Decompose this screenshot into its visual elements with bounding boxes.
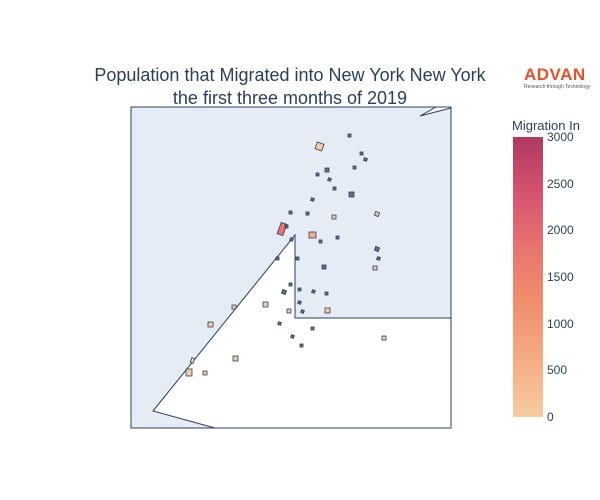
zip-area-45[interactable] bbox=[189, 357, 196, 364]
zip-area-16[interactable] bbox=[284, 224, 289, 229]
zip-area-19[interactable] bbox=[335, 235, 340, 240]
zip-area-27[interactable] bbox=[280, 288, 288, 296]
zip-area-44[interactable] bbox=[232, 355, 239, 362]
zip-area-1[interactable] bbox=[347, 133, 352, 138]
zip-area-18[interactable] bbox=[289, 237, 294, 242]
zip-area-41[interactable] bbox=[381, 335, 387, 341]
zip-area-11[interactable] bbox=[331, 214, 337, 220]
zip-area-42[interactable] bbox=[290, 334, 295, 339]
colorbar-tick-0: 0 bbox=[547, 410, 554, 424]
zip-area-2[interactable] bbox=[359, 151, 364, 156]
zip-area-23[interactable] bbox=[295, 256, 300, 261]
colorbar-tick-500: 500 bbox=[547, 363, 568, 378]
colorbar-tick-2000: 2000 bbox=[547, 223, 574, 238]
colorbar-title: Migration In bbox=[512, 118, 580, 133]
zip-area-0[interactable] bbox=[314, 141, 325, 152]
zip-area-25[interactable] bbox=[321, 264, 327, 270]
zip-area-21[interactable] bbox=[373, 245, 381, 253]
zip-area-24[interactable] bbox=[376, 256, 381, 261]
colorbar-gradient bbox=[513, 137, 543, 417]
zip-area-8[interactable] bbox=[332, 186, 337, 191]
map-title-line-1: Population that Migrated into New York N… bbox=[94, 65, 486, 85]
zip-area-26[interactable] bbox=[372, 265, 378, 271]
map-frame bbox=[130, 106, 452, 429]
zip-area-43[interactable] bbox=[299, 343, 304, 348]
zip-area-38[interactable] bbox=[207, 321, 214, 328]
zip-area-22[interactable] bbox=[275, 256, 280, 261]
zip-area-46[interactable] bbox=[185, 368, 193, 377]
zip-area-31[interactable] bbox=[324, 291, 329, 296]
zip-area-13[interactable] bbox=[305, 211, 310, 216]
zip-area-39[interactable] bbox=[277, 321, 282, 326]
colorbar-tick-1500: 1500 bbox=[547, 270, 574, 284]
zip-area-36[interactable] bbox=[300, 309, 305, 314]
zip-area-12[interactable] bbox=[373, 210, 381, 218]
zip-area-47[interactable] bbox=[202, 370, 208, 376]
zip-area-37[interactable] bbox=[231, 304, 237, 310]
zip-area-14[interactable] bbox=[288, 210, 293, 215]
zip-area-15[interactable] bbox=[276, 221, 288, 237]
zip-area-9[interactable] bbox=[310, 197, 315, 202]
land-region-corner bbox=[419, 107, 451, 117]
zip-area-6[interactable] bbox=[327, 177, 332, 182]
zip-area-3[interactable] bbox=[363, 157, 368, 162]
map-title: Population that Migrated into New York N… bbox=[40, 64, 540, 110]
colorbar-tick-3000: 3000 bbox=[547, 130, 574, 144]
advan-logo: ADVAN Research through Technology bbox=[524, 65, 594, 91]
zip-area-5[interactable] bbox=[324, 167, 330, 173]
zip-area-4[interactable] bbox=[352, 165, 357, 170]
zip-area-34[interactable] bbox=[286, 308, 292, 314]
zip-code-areas bbox=[185, 133, 387, 377]
zip-area-10[interactable] bbox=[348, 191, 355, 198]
zip-area-32[interactable] bbox=[262, 301, 269, 308]
zip-area-20[interactable] bbox=[318, 239, 323, 244]
colorbar-tick-1000: 1000 bbox=[547, 316, 574, 331]
land-region-lower bbox=[152, 233, 451, 428]
zip-area-29[interactable] bbox=[288, 282, 293, 287]
zip-area-40[interactable] bbox=[310, 326, 315, 331]
zip-area-17[interactable] bbox=[308, 231, 317, 239]
zip-area-30[interactable] bbox=[311, 289, 316, 294]
zip-area-35[interactable] bbox=[324, 307, 331, 314]
logo-wordmark: ADVAN bbox=[524, 65, 586, 84]
colorbar-tick-2500: 2500 bbox=[547, 176, 574, 191]
map-title-line-2: the first three months of 2019 bbox=[172, 88, 408, 108]
zip-area-7[interactable] bbox=[315, 172, 320, 177]
logo-tagline: Research through Technology bbox=[524, 84, 591, 90]
zip-area-28[interactable] bbox=[297, 287, 302, 292]
zip-area-33[interactable] bbox=[297, 300, 302, 305]
